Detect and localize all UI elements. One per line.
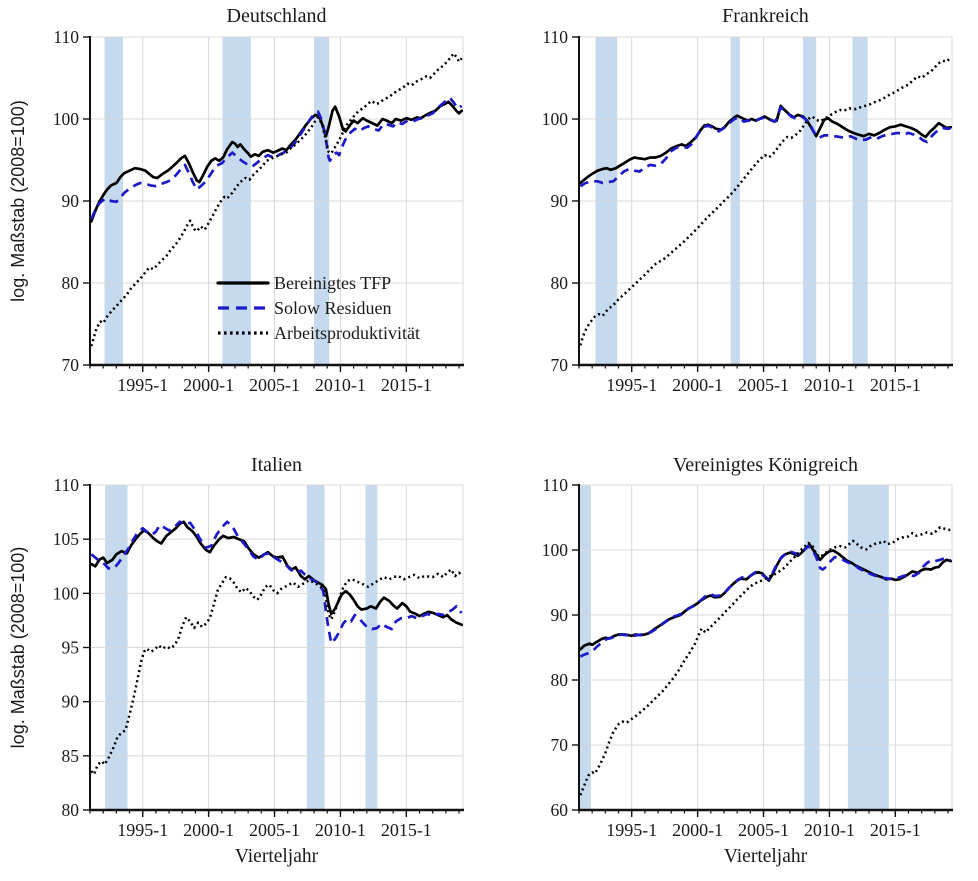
series-solow-residuen (579, 106, 952, 188)
y-tick-label: 95 (62, 638, 80, 658)
x-tick-label: 2015-1 (870, 375, 921, 395)
chart-canvas-frankreich: 70 80 90 100 110 1995-1 2000-1 2005-1 2010-1 2015… (542, 5, 953, 395)
y-tick-label: 100 (53, 109, 80, 129)
x-tick-label: 2010-1 (804, 375, 855, 395)
chart-panel-italien: 80 85 90 95 100 105 110 1995-1 2000-1 2005-1 2010-… (0, 440, 489, 881)
y-axis-label: log. Maßstab (2008=100) (8, 100, 28, 302)
x-tick-label: 2005-1 (249, 375, 300, 395)
y-tick-label: 100 (542, 109, 569, 129)
panel-title: Deutschland (227, 5, 327, 27)
series-bereinigtes-tfp (578, 104, 953, 185)
legend: Bereinigtes TFP Solow Residuen Arbeitsprod… (216, 273, 420, 343)
series-arbeitsproduktivitaet (90, 568, 463, 776)
y-tick-label: 70 (551, 735, 569, 755)
legend-label-solow-residuen: Solow Residuen (274, 298, 392, 318)
legend-label-bereinigtes-tfp: Bereinigtes TFP (274, 273, 391, 293)
x-tick-label: 2010-1 (315, 820, 366, 840)
panel-title: Vereinigtes Königreich (673, 454, 858, 476)
series-bereinigtes-tfp (89, 100, 464, 223)
series-arbeitsproduktivitaet (579, 56, 952, 346)
chart-panel-deutschland: 70 80 90 100 110 1995-1 2000-1 2005-1 2010-1 2015… (0, 0, 489, 440)
y-tick-label: 80 (62, 800, 80, 820)
chart-canvas-deutschland: 70 80 90 100 110 1995-1 2000-1 2005-1 2010-1 2015… (8, 5, 464, 395)
x-tick-label: 2015-1 (381, 375, 432, 395)
series-bereinigtes-tfp (89, 520, 464, 627)
y-tick-label: 110 (53, 475, 79, 495)
x-axis-label: Vierteljahr (724, 846, 808, 867)
y-axis-label: log. Maßstab (2008=100) (8, 547, 28, 749)
y-tick-label: 90 (62, 692, 80, 712)
x-tick-label: 2000-1 (672, 820, 723, 840)
y-tick-label: 70 (551, 355, 569, 375)
x-tick-label: 2005-1 (738, 820, 789, 840)
chart-panel-vereinigtes-koenigreich: 60 70 80 90 100 110 1995-1 2000-1 2005-1 2010-1 20… (489, 440, 978, 881)
x-tick-label: 2010-1 (804, 820, 855, 840)
y-tick-label: 100 (53, 583, 80, 603)
y-tick-label: 110 (542, 27, 568, 47)
y-tick-label: 80 (62, 273, 80, 293)
y-tick-label: 60 (551, 800, 569, 820)
x-tick-label: 1995-1 (117, 820, 168, 840)
x-tick-label: 2005-1 (249, 820, 300, 840)
x-tick-label: 2010-1 (315, 375, 366, 395)
y-tick-label: 80 (551, 670, 569, 690)
x-tick-label: 2015-1 (870, 820, 921, 840)
y-tick-label: 80 (551, 273, 569, 293)
y-tick-label: 90 (551, 191, 569, 211)
y-tick-label: 100 (542, 540, 569, 560)
y-tick-label: 110 (542, 475, 568, 495)
y-tick-label: 105 (53, 529, 80, 549)
y-tick-label: 90 (62, 191, 80, 211)
x-tick-label: 2015-1 (381, 820, 432, 840)
x-axis-label: Vierteljahr (235, 846, 319, 867)
x-tick-label: 2005-1 (738, 375, 789, 395)
series-solow-residuen (90, 520, 463, 645)
chart-canvas-italien: 80 85 90 95 100 105 110 1995-1 2000-1 2005-1 2010-… (8, 454, 464, 867)
legend-label-arbeitsproduktivitaet: Arbeitsproduktivität (274, 323, 420, 343)
x-tick-label: 2000-1 (672, 375, 723, 395)
chart-canvas-vereinigtes-koenigreich: 60 70 80 90 100 110 1995-1 2000-1 2005-1 2010-1 20… (542, 454, 953, 867)
y-tick-label: 90 (551, 605, 569, 625)
x-tick-label: 1995-1 (606, 820, 657, 840)
recession-band (804, 485, 820, 810)
recession-band (579, 485, 591, 810)
y-tick-label: 70 (62, 355, 80, 375)
series-solow-residuen (90, 96, 463, 220)
y-tick-label: 110 (53, 27, 79, 47)
x-tick-label: 1995-1 (606, 375, 657, 395)
panel-title: Frankreich (722, 5, 809, 27)
x-tick-label: 2000-1 (183, 375, 234, 395)
panel-title: Italien (251, 454, 302, 476)
chart-panel-frankreich: 70 80 90 100 110 1995-1 2000-1 2005-1 2010-1 2015… (489, 0, 978, 440)
series-arbeitsproduktivitaet (90, 52, 463, 347)
x-tick-label: 1995-1 (117, 375, 168, 395)
plot-border (578, 484, 953, 811)
x-tick-label: 2000-1 (183, 820, 234, 840)
series-solow-residuen (579, 544, 952, 658)
recession-band (847, 485, 889, 810)
y-tick-label: 85 (62, 746, 80, 766)
